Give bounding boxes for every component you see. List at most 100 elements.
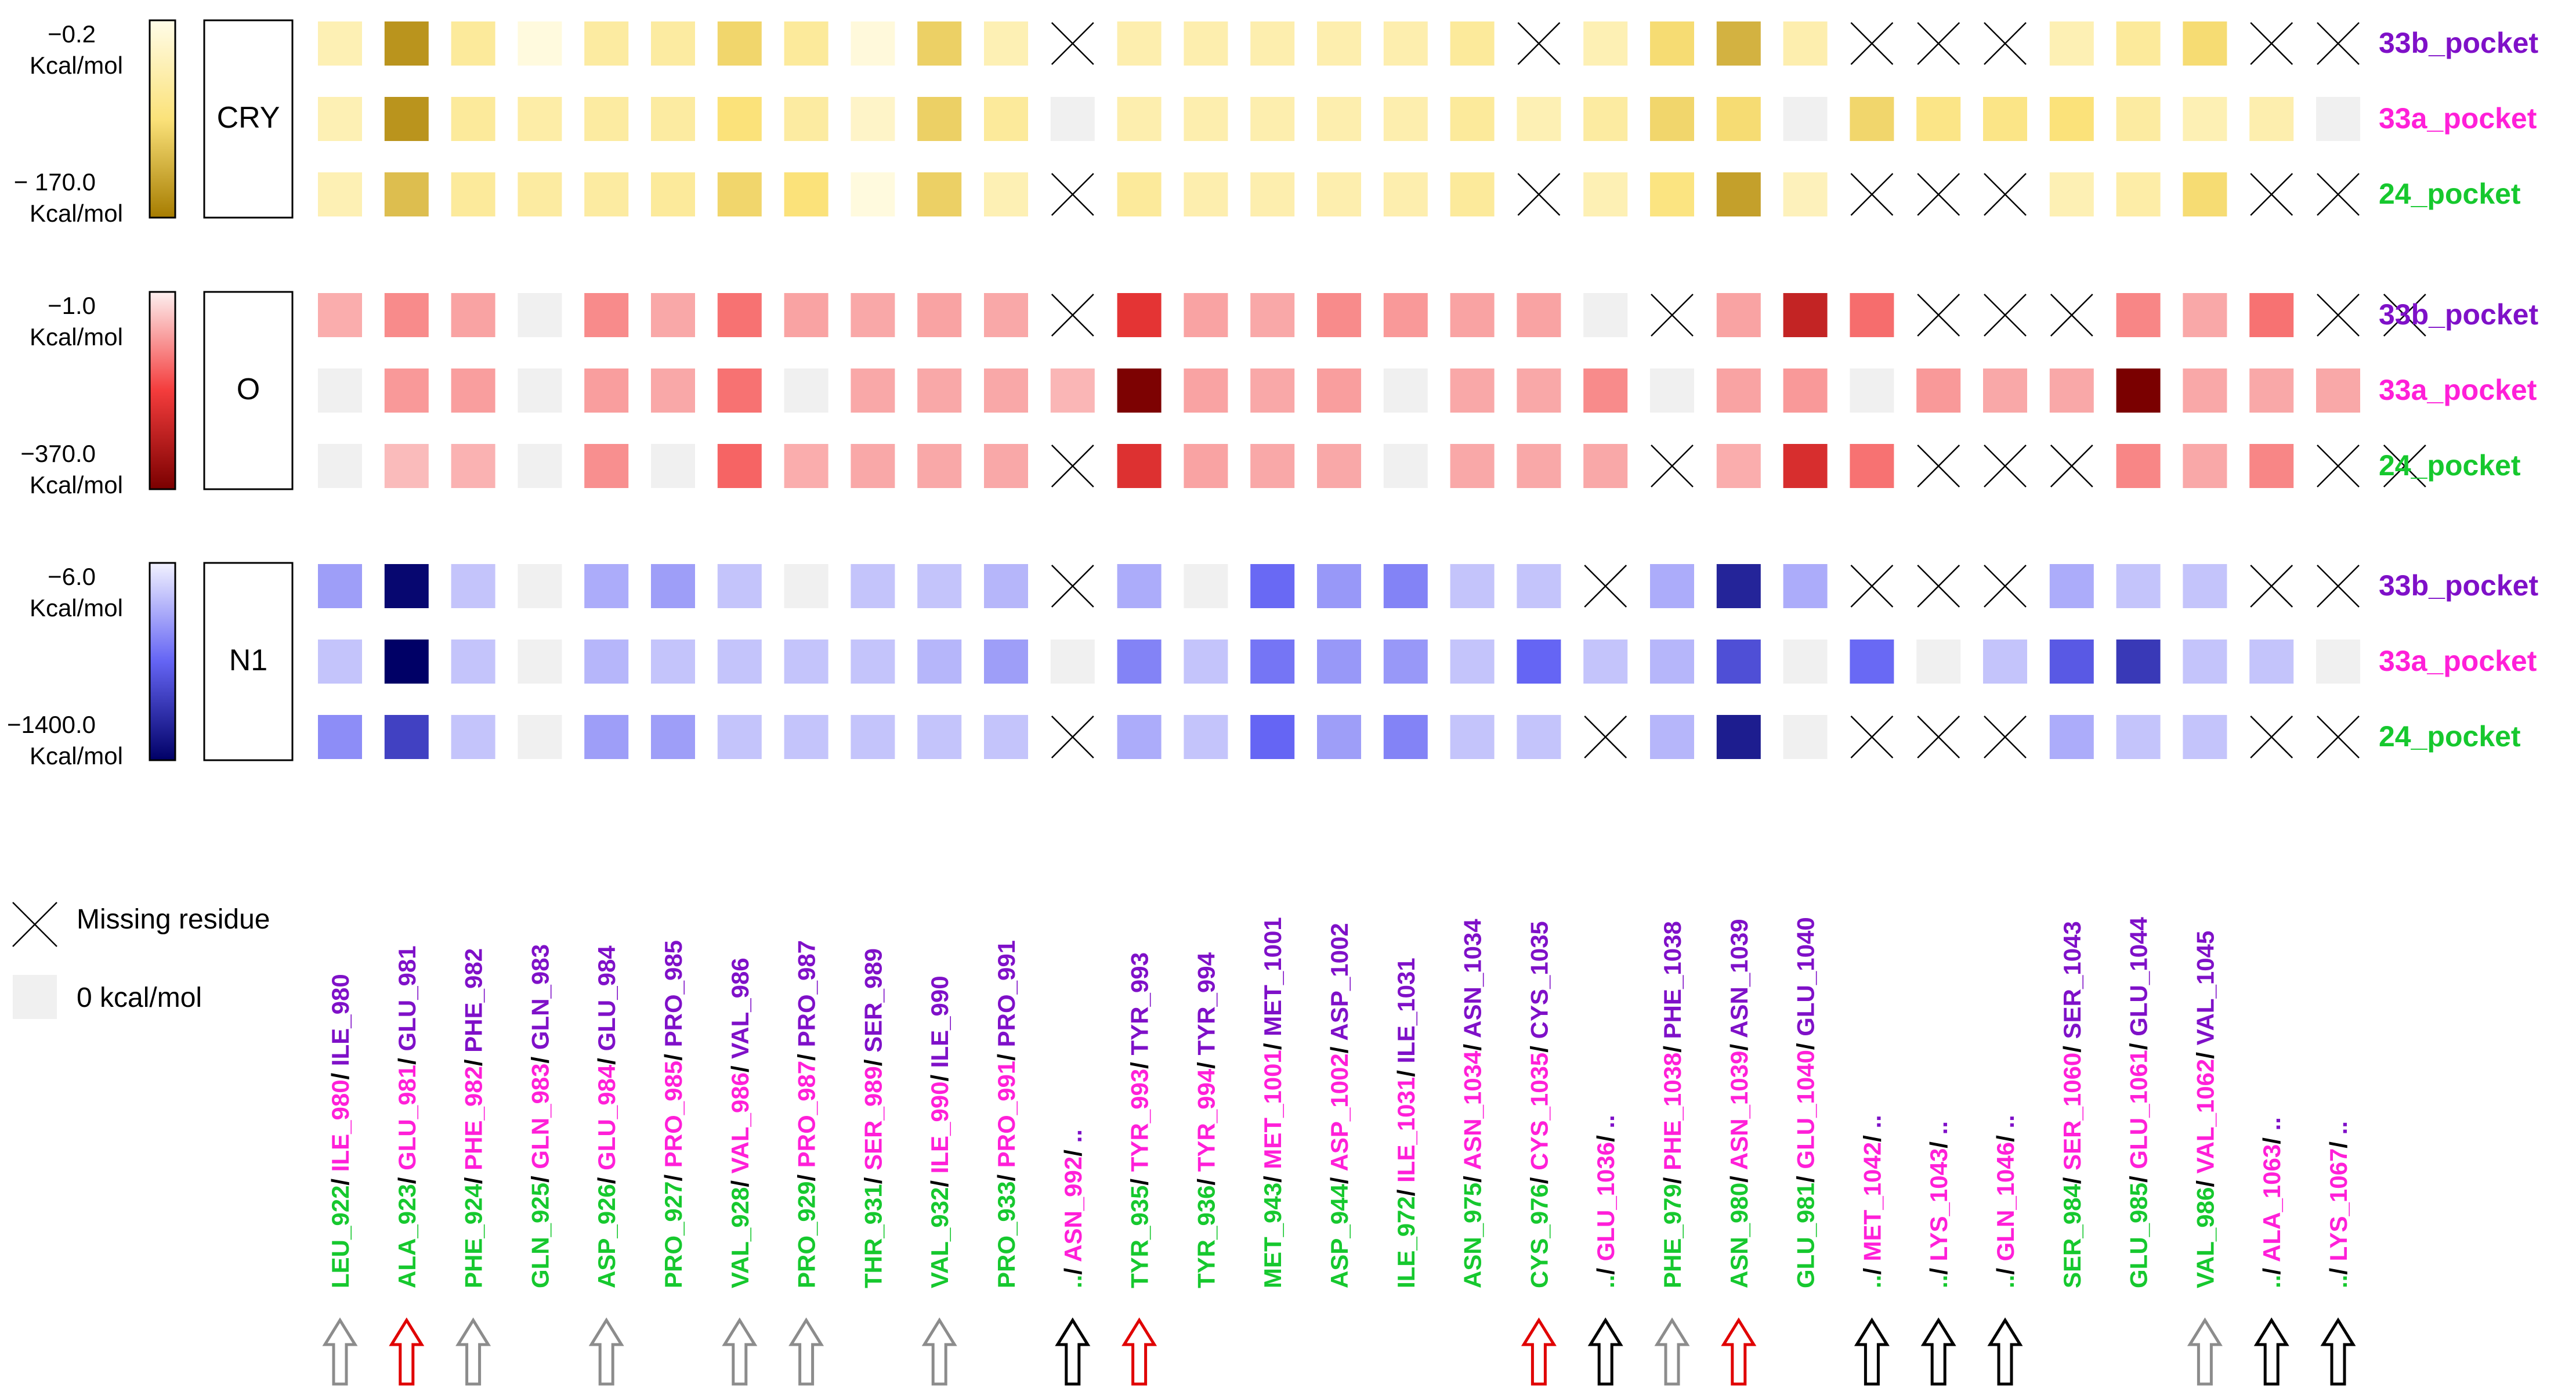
arrow-gray — [1654, 1317, 1690, 1386]
residue-label-part: .. — [1925, 1275, 1952, 1288]
heat-cell — [2049, 640, 2094, 684]
missing-mark — [1917, 173, 1960, 216]
residue-label-part: / — [593, 1051, 620, 1064]
residue-label-part: ASN_975 — [1459, 1183, 1486, 1288]
residue-label-part: GLU_1040 — [1792, 917, 1819, 1036]
residue-label-part: ASP_944 — [1326, 1184, 1353, 1288]
heat-cell — [784, 715, 828, 759]
heat-cell — [1250, 172, 1295, 216]
residue-label: ILE_972/ ILE_1031/ ILE_1031 — [1392, 958, 1420, 1288]
residue-label-part: / — [1525, 1039, 1553, 1052]
heat-cell — [2116, 368, 2161, 413]
missing-mark — [2383, 445, 2426, 487]
residue-label-part: VAL_1045 — [2191, 931, 2219, 1046]
colorbar — [149, 291, 176, 490]
missing-mark — [2250, 716, 2293, 758]
heat-cell — [1716, 21, 1761, 66]
heat-cell — [1916, 640, 1961, 684]
heat-cell — [851, 172, 895, 216]
missing-mark — [1051, 173, 1094, 216]
residue-label-part: ASN_1034 — [1459, 1050, 1486, 1170]
heat-cell — [1517, 293, 1561, 337]
heat-cell — [1716, 715, 1761, 759]
residue-label-part: / — [2191, 1173, 2219, 1187]
heat-cell — [1850, 293, 1894, 337]
colorbar-bottom-label-line: −370.0 — [20, 440, 96, 467]
residue-label-part: / — [859, 1053, 887, 1066]
heat-cell — [1250, 444, 1295, 488]
heat-cell — [2249, 293, 2294, 337]
residue-label-part: PRO_929 — [793, 1182, 820, 1288]
residue-label-part: / — [1792, 1036, 1819, 1050]
residue-label-part: PRO_927 — [660, 1182, 687, 1288]
heat-cell — [1650, 564, 1694, 608]
residue-label-part: ILE_980 — [327, 974, 354, 1066]
heat-cell — [2116, 21, 2161, 66]
arrow-red — [1721, 1317, 1757, 1386]
residue-label-part: / — [1592, 1261, 1619, 1274]
heat-cell — [1383, 640, 1428, 684]
residue-label-part: .. — [1992, 1115, 2019, 1128]
arrow-gray — [921, 1317, 957, 1386]
heat-cell — [1583, 640, 1628, 684]
heat-cell — [1383, 564, 1428, 608]
residue-label-part: / — [1192, 1172, 1220, 1185]
residue-label-part: .. — [2258, 1275, 2285, 1288]
residue-label-part: / — [1126, 1055, 1153, 1068]
heat-cell — [318, 444, 362, 488]
heat-cell — [1184, 368, 1228, 413]
residue-label-part: PRO_987 — [793, 940, 820, 1047]
residue-label-part: / — [793, 1168, 820, 1181]
heat-cell — [1450, 21, 1495, 66]
heat-cell — [1117, 97, 1162, 141]
heat-cell — [2183, 21, 2227, 66]
heat-cell — [1583, 368, 1628, 413]
colorbar-top-label: −1.0 Kcal/mol — [30, 292, 123, 351]
heat-cell — [1716, 444, 1761, 488]
heat-cell — [518, 444, 562, 488]
heat-cell — [1450, 444, 1495, 488]
residue-label-part: / — [526, 1169, 553, 1183]
residue-label-part: ASP_1002 — [1326, 1053, 1353, 1171]
residue-label-part: / — [2191, 1045, 2219, 1058]
missing-mark — [1051, 294, 1094, 337]
colorbar-top-label: −6.0 Kcal/mol — [30, 563, 123, 622]
heat-cell — [584, 640, 629, 684]
residue-label: THR_931/ SER_989/ SER_989 — [859, 948, 887, 1288]
residue-label-part: .. — [1059, 1275, 1087, 1288]
residue-label-part: ASP_1002 — [1326, 923, 1353, 1040]
missing-mark — [2317, 22, 2360, 65]
residue-label-part: VAL_1062 — [2191, 1059, 2219, 1174]
residue-label-part: / — [460, 1053, 487, 1066]
heat-cell — [2183, 293, 2227, 337]
arrow-black — [1055, 1317, 1091, 1386]
colorbar-top-label-line: −0.2 — [48, 20, 96, 48]
heat-cell — [584, 21, 629, 66]
heat-cell — [318, 97, 362, 141]
residue-label-part: / — [926, 1173, 953, 1187]
residue-label-part: GLU_981 — [1792, 1183, 1819, 1288]
heat-cell — [1050, 97, 1095, 141]
heat-cell — [2049, 564, 2094, 608]
heat-cell — [984, 715, 1028, 759]
heat-cell — [1383, 172, 1428, 216]
residue-label: ASN_975/ ASN_1034/ ASN_1034 — [1459, 919, 1486, 1288]
heat-cell — [1783, 21, 1828, 66]
heat-cell — [717, 715, 762, 759]
missing-mark — [2317, 565, 2360, 608]
heat-cell — [2183, 368, 2227, 413]
heat-cell — [717, 444, 762, 488]
residue-label: MET_943/ MET_1001/ MET_1001 — [1259, 917, 1286, 1288]
heat-cell — [2116, 293, 2161, 337]
heat-cell — [2183, 640, 2227, 684]
heat-cell — [651, 368, 695, 413]
missing-mark — [1517, 22, 1561, 65]
residue-label-part: VAL_986 — [2191, 1187, 2219, 1288]
missing-mark — [2250, 22, 2293, 65]
residue-label-part: / — [2058, 1039, 2086, 1052]
residue-label: TYR_936/ TYR_994/ TYR_994 — [1192, 952, 1220, 1288]
residue-label-part: ALA_1063 — [2258, 1144, 2285, 1262]
residue-label-part: GLU_985 — [2125, 1183, 2152, 1288]
residue-label-part: / — [1192, 1055, 1220, 1068]
residue-label-part: / — [2258, 1262, 2285, 1275]
